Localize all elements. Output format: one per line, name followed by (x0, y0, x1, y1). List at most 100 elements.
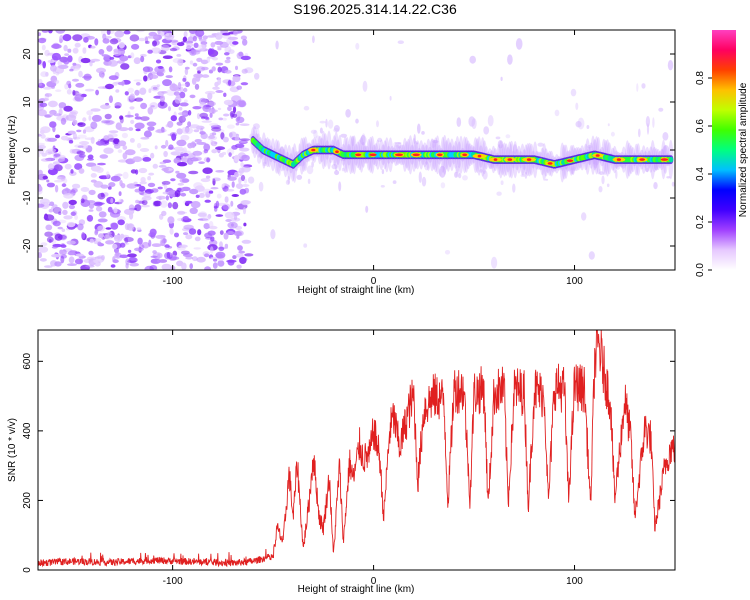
noise-blob (227, 176, 237, 181)
noise-blob (124, 114, 134, 118)
noise-blob (296, 174, 303, 180)
noise-blob (39, 258, 47, 262)
noise-blob (90, 108, 101, 112)
noise-blob (331, 164, 338, 170)
noise-blob (122, 171, 129, 179)
noise-blob (180, 134, 190, 141)
noise-blob (507, 54, 513, 65)
noise-blob (183, 232, 189, 236)
noise-blob (509, 143, 512, 154)
noise-blob (177, 42, 185, 47)
noise-blob (98, 233, 104, 239)
noise-blob (68, 256, 75, 264)
noise-blob (190, 141, 196, 149)
noise-blob (237, 245, 243, 251)
noise-blob (235, 111, 242, 117)
noise-blob (227, 79, 232, 86)
noise-blob (195, 74, 201, 82)
noise-blob (147, 182, 156, 188)
noise-blob (176, 172, 187, 179)
noise-blob (60, 117, 67, 125)
noise-blob (47, 163, 55, 171)
noise-blob (80, 198, 85, 204)
noise-blob (115, 89, 120, 93)
noise-blob (63, 57, 70, 65)
noise-blob (144, 265, 154, 270)
noise-blob (177, 112, 188, 116)
noise-blob (177, 211, 188, 214)
noise-blob (239, 172, 243, 177)
noise-blob (199, 101, 207, 109)
noise-blob (193, 247, 201, 250)
noise-blob (496, 191, 502, 196)
track-hotspot-core (311, 148, 316, 152)
track-hotspot-core (566, 159, 574, 162)
noise-blob (147, 49, 153, 54)
noise-blob (69, 68, 74, 72)
noise-blob (234, 134, 240, 142)
noise-blob (96, 67, 106, 74)
noise-blob (52, 125, 56, 133)
noise-blob (392, 180, 397, 185)
noise-blob (140, 55, 145, 63)
noise-blob (179, 102, 189, 107)
noise-blob (208, 101, 216, 107)
noise-blob (196, 57, 203, 63)
noise-blob (285, 179, 290, 185)
noise-blob (129, 212, 134, 220)
noise-blob (212, 262, 218, 269)
noise-blob (666, 176, 671, 179)
noise-blob (189, 207, 198, 214)
noise-blob (38, 109, 47, 117)
noise-blob (327, 119, 334, 129)
noise-blob (139, 87, 147, 95)
noise-blob (233, 231, 242, 237)
noise-blob (59, 249, 64, 255)
noise-blob (189, 60, 194, 65)
noise-blob (88, 209, 94, 212)
noise-blob (46, 236, 54, 243)
snr-y-tick-label: 200 (22, 492, 33, 509)
noise-blob (57, 226, 63, 230)
noise-blob (167, 202, 172, 209)
noise-blob (54, 179, 63, 183)
noise-blob (126, 223, 135, 231)
noise-blob (151, 243, 162, 248)
noise-blob (46, 148, 57, 153)
noise-blob (598, 171, 604, 176)
noise-blob (177, 82, 182, 90)
noise-blob (95, 206, 103, 212)
track-hotspot-core (660, 158, 669, 161)
noise-blob (188, 228, 197, 235)
noise-blob (77, 122, 84, 126)
noise-blob (169, 228, 174, 235)
noise-blob (570, 88, 577, 97)
noise-blob (72, 137, 81, 140)
track-hotspot-core (639, 158, 645, 161)
noise-blob (606, 183, 610, 188)
noise-blob (133, 181, 138, 185)
noise-blob (418, 171, 422, 183)
noise-blob (198, 44, 206, 52)
noise-blob (520, 174, 526, 178)
noise-blob (239, 138, 251, 142)
noise-blob (151, 47, 162, 54)
noise-blob (157, 66, 164, 69)
noise-blob (191, 157, 202, 161)
noise-blob (456, 117, 462, 127)
noise-blob (122, 145, 128, 151)
noise-blob (50, 260, 58, 267)
noise-blob (638, 128, 641, 138)
noise-blob (158, 165, 167, 168)
noise-blob (181, 262, 187, 270)
noise-blob (144, 36, 149, 44)
noise-blob (641, 83, 646, 89)
noise-blob (99, 154, 109, 159)
noise-blob (87, 154, 94, 160)
noise-blob (183, 253, 193, 258)
noise-blob (165, 139, 169, 147)
noise-blob (206, 157, 211, 163)
noise-blob (38, 142, 46, 146)
noise-blob (227, 36, 239, 41)
